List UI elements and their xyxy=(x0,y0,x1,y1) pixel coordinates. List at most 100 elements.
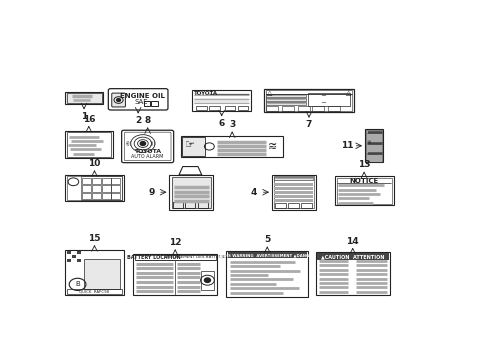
Bar xyxy=(135,255,216,260)
Bar xyxy=(182,137,205,156)
Bar xyxy=(224,106,235,110)
Bar xyxy=(185,202,196,208)
Bar xyxy=(111,185,121,192)
Bar xyxy=(65,250,124,296)
Text: △: △ xyxy=(268,90,273,96)
Bar xyxy=(101,185,111,192)
Bar xyxy=(67,289,122,294)
Bar xyxy=(267,94,306,97)
Bar xyxy=(67,132,111,157)
Circle shape xyxy=(140,141,146,145)
Text: ~
~: ~ ~ xyxy=(320,93,326,106)
Text: 11: 11 xyxy=(341,141,353,150)
Bar xyxy=(274,176,314,208)
Bar xyxy=(133,254,217,296)
Bar xyxy=(274,187,314,190)
Bar xyxy=(316,252,390,296)
Bar xyxy=(173,202,183,208)
Bar xyxy=(77,251,81,255)
Bar xyxy=(92,193,101,199)
Text: 3: 3 xyxy=(229,120,235,129)
Text: 14: 14 xyxy=(346,237,359,246)
Text: ≋: ≋ xyxy=(366,140,371,145)
Text: (((: ((( xyxy=(126,141,132,146)
Bar xyxy=(274,191,314,194)
Text: 9: 9 xyxy=(148,188,154,197)
Text: ≋: ≋ xyxy=(268,141,277,152)
Text: 13: 13 xyxy=(358,161,370,170)
Bar xyxy=(65,131,113,158)
Bar xyxy=(65,92,103,104)
Bar xyxy=(92,177,101,184)
Bar xyxy=(82,177,91,184)
Text: QUICK  RAPC98: QUICK RAPC98 xyxy=(79,290,110,294)
Text: TOYOTA: TOYOTA xyxy=(194,91,218,96)
Bar xyxy=(274,195,314,198)
Bar xyxy=(266,90,352,111)
Text: ☞: ☞ xyxy=(185,140,196,150)
Bar xyxy=(72,251,76,255)
Bar xyxy=(308,93,350,105)
Bar xyxy=(72,258,76,262)
Bar xyxy=(267,102,306,105)
Bar xyxy=(67,93,101,103)
Bar xyxy=(274,199,314,202)
Text: ENGINE OIL: ENGINE OIL xyxy=(121,93,165,99)
Text: 16: 16 xyxy=(82,114,95,123)
Bar xyxy=(67,251,71,255)
FancyBboxPatch shape xyxy=(122,130,173,163)
Text: 5: 5 xyxy=(264,235,270,244)
Bar xyxy=(92,185,101,192)
Bar xyxy=(101,193,111,199)
Text: NOTICE: NOTICE xyxy=(349,178,379,184)
Bar xyxy=(196,106,207,110)
Bar xyxy=(226,251,308,297)
Bar xyxy=(144,101,150,105)
Text: 8: 8 xyxy=(145,116,151,125)
Bar xyxy=(67,255,71,258)
Text: SAE: SAE xyxy=(134,99,148,105)
Bar xyxy=(170,175,213,210)
Bar xyxy=(192,90,251,111)
Text: ▲ DIS WARNING  AVERTISSEMENT ▲DANGER: ▲ DIS WARNING AVERTISSEMENT ▲DANGER xyxy=(220,253,315,257)
Bar xyxy=(77,255,81,258)
Bar xyxy=(111,177,121,184)
Text: 2: 2 xyxy=(135,116,141,125)
Bar xyxy=(172,176,211,208)
Bar xyxy=(84,260,120,288)
Bar xyxy=(298,107,310,111)
FancyBboxPatch shape xyxy=(112,93,125,107)
Text: ))): ))) xyxy=(150,141,156,146)
Bar xyxy=(227,252,307,258)
Text: EMPLACEMENT DES BATTERIES: EMPLACEMENT DES BATTERIES xyxy=(164,256,228,260)
Text: 15: 15 xyxy=(88,234,101,243)
Bar xyxy=(317,253,389,260)
Bar xyxy=(312,107,324,111)
Bar xyxy=(301,203,312,208)
Bar xyxy=(198,202,208,208)
Text: AUTO ALARM: AUTO ALARM xyxy=(131,153,164,158)
Bar xyxy=(151,101,158,105)
Bar xyxy=(101,177,111,184)
Bar xyxy=(201,270,214,290)
Bar xyxy=(67,258,71,262)
Text: 4: 4 xyxy=(250,188,257,197)
Bar xyxy=(194,93,249,96)
Text: B: B xyxy=(75,282,80,287)
Circle shape xyxy=(117,99,121,102)
Bar xyxy=(275,203,286,208)
Bar xyxy=(67,176,122,200)
Bar xyxy=(238,106,248,110)
Text: TOYOTA: TOYOTA xyxy=(134,149,161,154)
Bar xyxy=(274,176,314,180)
Text: 12: 12 xyxy=(169,238,181,247)
Text: BATTERY LOCATION: BATTERY LOCATION xyxy=(127,255,181,260)
Bar xyxy=(366,130,382,162)
Bar xyxy=(281,107,294,111)
Bar xyxy=(194,101,249,104)
Bar xyxy=(365,129,383,162)
Bar xyxy=(265,89,354,112)
Circle shape xyxy=(204,278,211,283)
Bar xyxy=(81,176,122,200)
Bar xyxy=(328,107,341,111)
